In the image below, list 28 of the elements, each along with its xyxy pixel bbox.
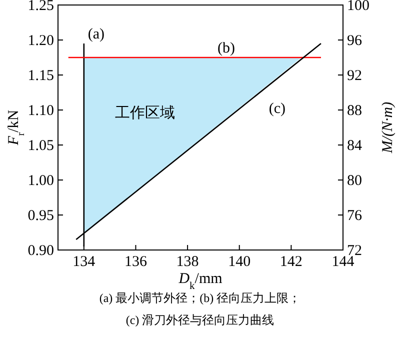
y2-tick-label: 84 xyxy=(347,138,362,154)
x-tick-label: 140 xyxy=(228,254,251,270)
y-tick-label: 1.15 xyxy=(28,68,54,84)
y2-tick-label: 88 xyxy=(347,103,362,119)
y2-tick-label: 100 xyxy=(347,0,370,14)
text: (a) 最小调节外径；(b) 径向压力上限； xyxy=(99,291,301,305)
annotation: (b) xyxy=(217,40,235,56)
x-tick-label: 134 xyxy=(72,254,96,270)
annotation: 工作区域 xyxy=(115,104,175,122)
y-tick-label: 0.95 xyxy=(28,208,54,224)
y2-tick-label: 80 xyxy=(347,173,362,189)
y2-axis-title: M/(N·m) xyxy=(380,102,396,154)
x-tick-label: 136 xyxy=(124,254,148,270)
y-tick-label: 1.20 xyxy=(28,33,54,49)
y-tick-label: 1.10 xyxy=(28,103,54,119)
y-tick-label: 1.05 xyxy=(28,138,54,154)
x-tick-label: 142 xyxy=(280,254,302,270)
y-tick-label: 0.90 xyxy=(28,243,54,259)
y2-tick-label: 76 xyxy=(347,208,362,224)
y-tick-label: 1.25 xyxy=(28,0,54,14)
y-tick-label: 1.00 xyxy=(28,173,54,189)
y2-tick-label: 92 xyxy=(347,68,362,84)
annotation: (a) xyxy=(88,26,105,42)
annotation: (c) xyxy=(268,100,286,117)
x-tick-label: 138 xyxy=(176,254,199,270)
text: (c) 滑刀外径与径向压力曲线 xyxy=(126,313,274,327)
x-axis-title: D$_{k}$/mm xyxy=(178,271,223,292)
y2-tick-label: 96 xyxy=(347,33,362,49)
